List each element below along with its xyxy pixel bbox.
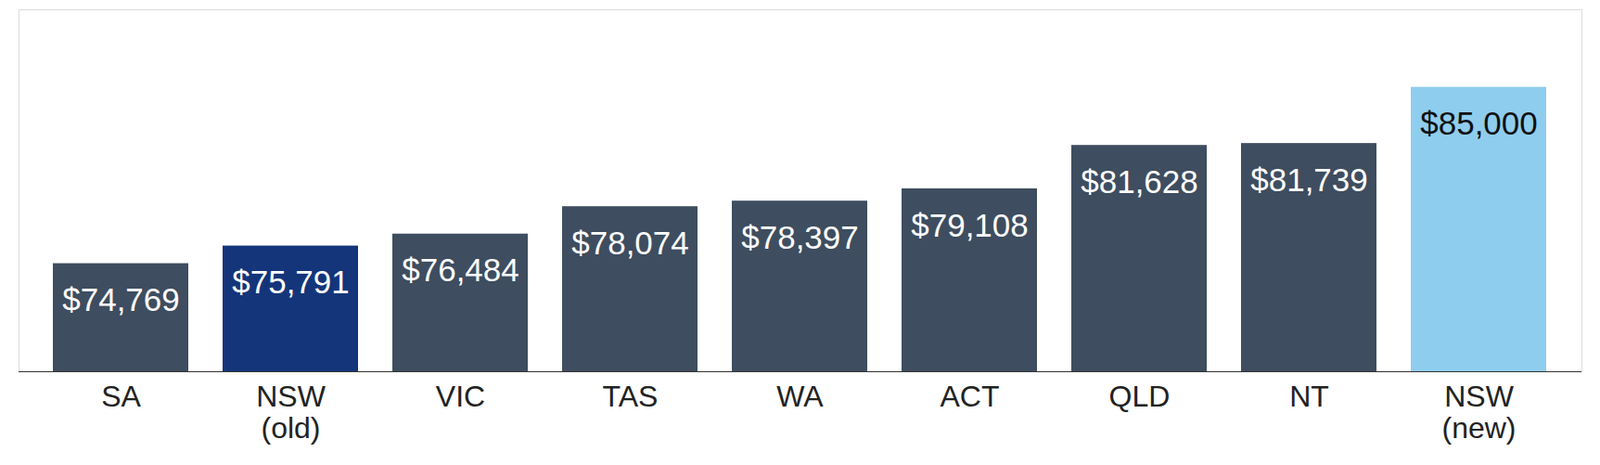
svg-text:$74,769: $74,769 (62, 281, 180, 318)
svg-text:$76,484: $76,484 (401, 251, 520, 288)
svg-text:ACT: ACT (940, 379, 1000, 413)
svg-text:NT: NT (1289, 379, 1330, 413)
svg-text:$79,108: $79,108 (910, 206, 1029, 244)
svg-text:$81,628: $81,628 (1080, 163, 1199, 200)
svg-text:WA: WA (776, 379, 824, 413)
svg-text:VIC: VIC (435, 379, 486, 413)
svg-text:NSW(new): NSW(new) (1441, 379, 1516, 445)
svg-text:$85,000: $85,000 (1420, 104, 1538, 141)
svg-text:QLD: QLD (1109, 379, 1171, 413)
svg-text:$78,397: $78,397 (741, 218, 859, 256)
svg-text:NSW(old): NSW(old) (256, 379, 326, 445)
svg-text:TAS: TAS (602, 379, 659, 413)
svg-text:$78,074: $78,074 (571, 224, 690, 261)
svg-text:$75,791: $75,791 (231, 263, 350, 300)
svg-text:SA: SA (101, 379, 141, 413)
svg-text:$81,739: $81,739 (1250, 161, 1369, 198)
